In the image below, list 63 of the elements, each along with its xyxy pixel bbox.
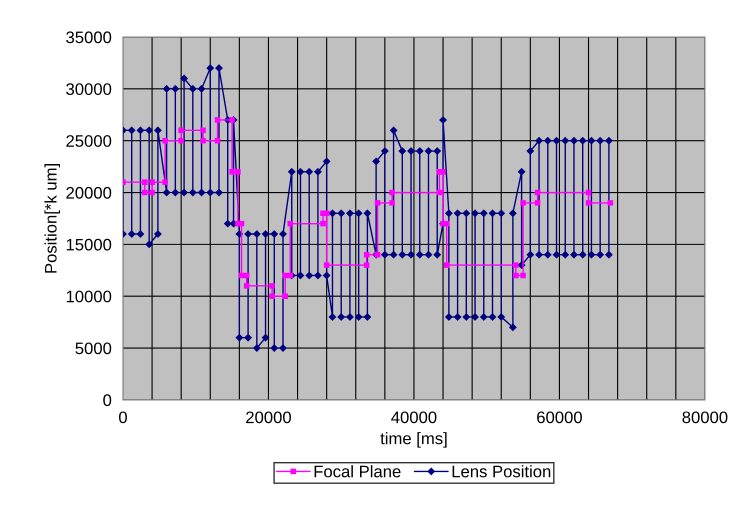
point bbox=[374, 200, 380, 206]
point bbox=[214, 138, 220, 144]
point bbox=[444, 262, 450, 268]
x-tick-label: 40000 bbox=[391, 411, 436, 424]
point bbox=[320, 220, 326, 226]
point bbox=[178, 138, 184, 144]
y-axis-title: Position[*k um] bbox=[44, 164, 60, 273]
x-tick-label: 60000 bbox=[537, 411, 582, 424]
point bbox=[513, 262, 519, 268]
x-axis-title: time [ms] bbox=[380, 432, 447, 448]
y-tick-label: 0 bbox=[103, 394, 112, 406]
point bbox=[200, 128, 206, 134]
y-tick-label: 15000 bbox=[66, 238, 112, 251]
point bbox=[364, 262, 370, 268]
point bbox=[436, 190, 442, 196]
point bbox=[178, 128, 184, 134]
point bbox=[162, 138, 168, 144]
point bbox=[534, 200, 540, 206]
point bbox=[364, 252, 370, 258]
point bbox=[142, 190, 148, 196]
point bbox=[244, 283, 250, 289]
legend-label: Lens Position bbox=[452, 465, 550, 478]
point bbox=[520, 272, 526, 278]
x-tick-label: 80000 bbox=[682, 411, 728, 424]
point bbox=[440, 169, 446, 175]
point bbox=[586, 190, 592, 196]
point bbox=[586, 200, 592, 206]
y-tick-label: 10000 bbox=[66, 290, 112, 302]
y-tick-label: 25000 bbox=[66, 135, 112, 147]
point bbox=[389, 190, 395, 196]
point bbox=[244, 272, 250, 278]
point bbox=[282, 272, 288, 278]
point bbox=[238, 272, 244, 278]
point bbox=[229, 169, 235, 175]
point bbox=[142, 179, 148, 185]
point bbox=[149, 190, 155, 196]
point bbox=[235, 169, 241, 175]
point bbox=[200, 138, 206, 144]
point bbox=[214, 117, 220, 123]
point bbox=[149, 179, 155, 185]
point bbox=[513, 272, 519, 278]
legend-label: Focal Plane bbox=[314, 465, 401, 478]
point bbox=[282, 293, 288, 299]
y-tick-label: 20000 bbox=[66, 186, 112, 199]
y-tick-label: 35000 bbox=[66, 31, 112, 44]
point bbox=[608, 200, 614, 206]
point bbox=[288, 220, 294, 226]
point bbox=[324, 262, 330, 268]
point bbox=[229, 117, 235, 123]
point bbox=[374, 252, 380, 258]
point bbox=[534, 190, 540, 196]
point bbox=[389, 200, 395, 206]
point bbox=[269, 293, 275, 299]
point bbox=[288, 272, 294, 278]
point bbox=[238, 220, 244, 226]
point bbox=[269, 283, 275, 289]
x-tick-label: 0 bbox=[118, 411, 127, 424]
y-tick-label: 30000 bbox=[66, 83, 112, 96]
point bbox=[444, 220, 450, 226]
point bbox=[162, 179, 168, 185]
x-tick-label: 20000 bbox=[246, 411, 291, 424]
point bbox=[520, 200, 526, 206]
y-tick-label: 5000 bbox=[75, 342, 112, 354]
